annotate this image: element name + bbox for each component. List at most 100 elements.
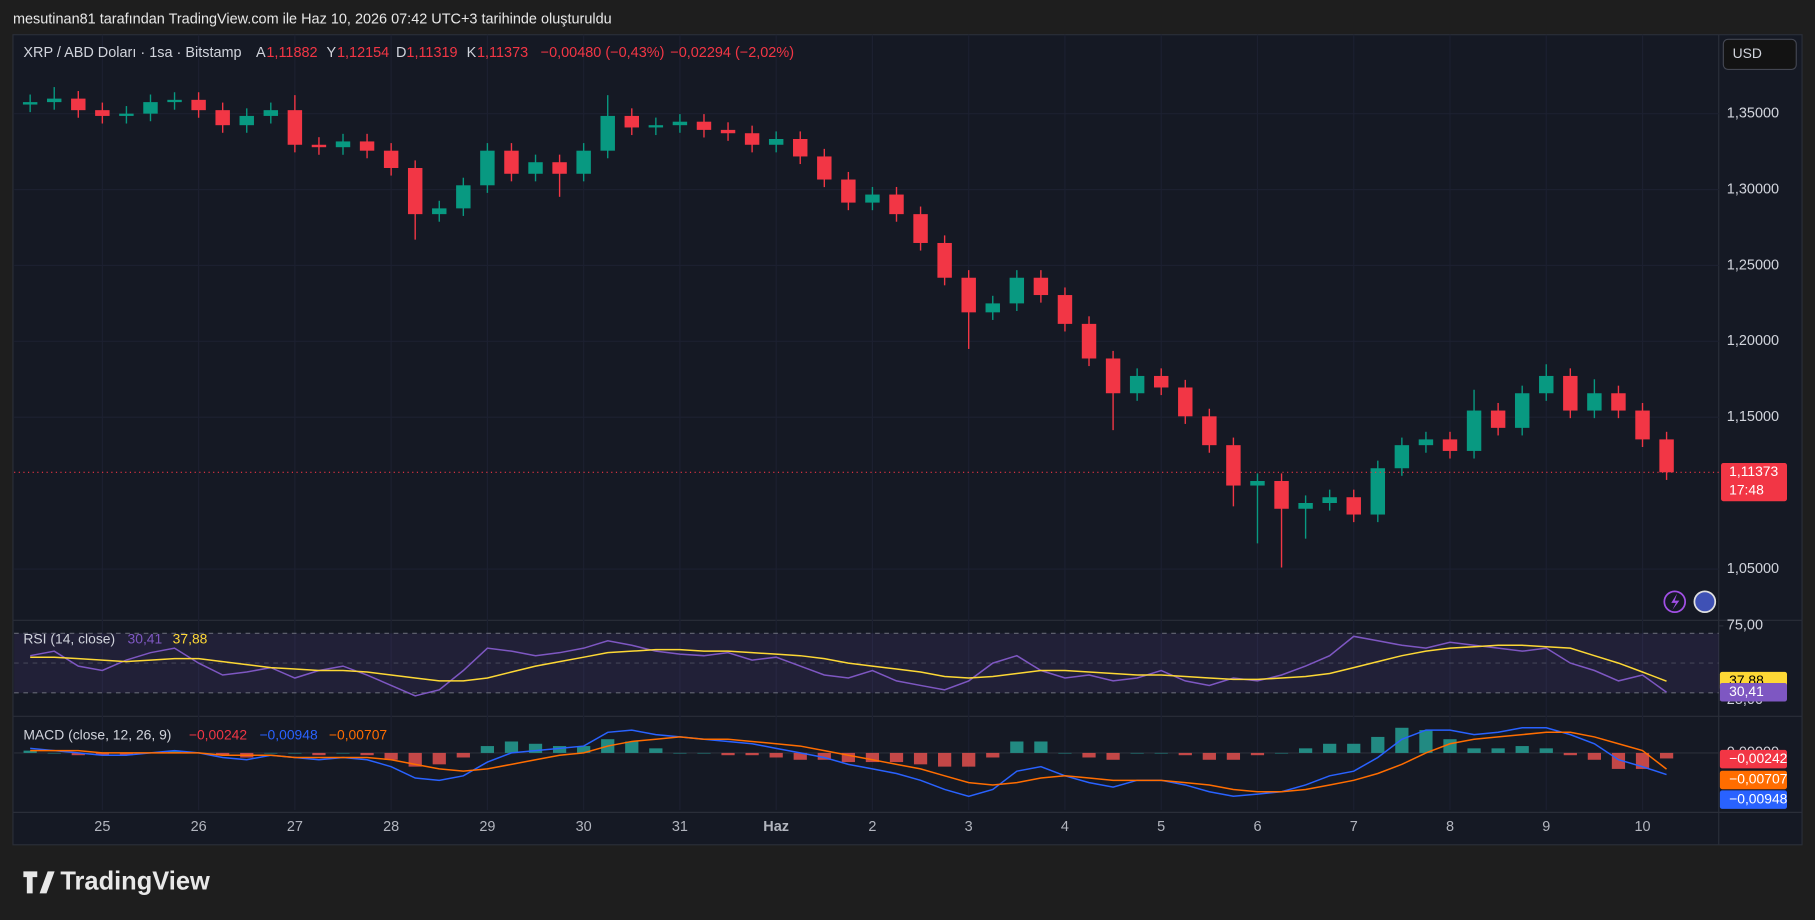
indicator-line xyxy=(30,644,1667,682)
x-tick-label: 8 xyxy=(1446,819,1454,835)
histogram-bar xyxy=(480,746,495,753)
chart-frame xyxy=(12,34,1803,846)
candle-body xyxy=(1514,393,1530,428)
candle-body xyxy=(1346,497,1361,515)
histogram-bar xyxy=(793,752,807,760)
candle-body xyxy=(528,162,543,174)
histogram-bar xyxy=(697,752,711,754)
histogram-bar xyxy=(1587,752,1602,760)
histogram-bar xyxy=(1082,752,1096,758)
price-tag xyxy=(1719,749,1787,769)
candle-body xyxy=(672,121,688,126)
candle-body xyxy=(1635,410,1650,440)
last-price-label: 1,11373 xyxy=(1729,463,1778,479)
x-tick-label: 4 xyxy=(1061,819,1069,835)
candle-body xyxy=(407,167,423,215)
price-tag-label: −0,00707 xyxy=(1729,771,1788,787)
x-tick-label: 27 xyxy=(287,819,303,835)
candle-body xyxy=(504,150,519,174)
histogram-bar xyxy=(119,752,134,756)
candle-body xyxy=(383,150,399,168)
candle-body xyxy=(1081,323,1097,359)
candle-body xyxy=(1009,277,1025,304)
x-tick-label: 6 xyxy=(1253,819,1261,835)
price-tag xyxy=(1719,790,1787,809)
y-tick-label: 1,30000 xyxy=(1727,181,1779,197)
candle-body xyxy=(359,141,375,151)
event-icon[interactable] xyxy=(1663,590,1687,614)
histogram-bar xyxy=(841,752,855,763)
candle-body xyxy=(311,144,327,148)
y-tick-label: 75,00 xyxy=(1727,618,1763,634)
candle-body xyxy=(720,129,736,134)
histogram-bar xyxy=(264,752,278,754)
y-tick-label: 1,25000 xyxy=(1727,257,1779,273)
candle-body xyxy=(480,150,495,186)
candle-body xyxy=(143,102,158,114)
histogram-bar xyxy=(1058,752,1072,754)
candle-body xyxy=(239,115,254,126)
indicator-value: 30,41 xyxy=(128,631,163,647)
histogram-bar xyxy=(1226,752,1241,760)
histogram-bar xyxy=(47,752,61,754)
candle-body xyxy=(1370,468,1386,515)
histogram-bar xyxy=(1467,748,1481,753)
currency-button[interactable] xyxy=(1722,38,1797,71)
candle-body xyxy=(456,185,471,209)
histogram-bar xyxy=(1395,727,1409,753)
x-tick-label: 2 xyxy=(868,819,876,835)
histogram-bar xyxy=(986,752,1000,758)
histogram-bar xyxy=(360,752,374,756)
histogram-bar xyxy=(1106,752,1120,760)
indicator-title: RSI (14, close) xyxy=(23,631,115,647)
histogram-bar xyxy=(456,752,470,758)
histogram-bar xyxy=(769,752,783,758)
y-tick-label: 1,35000 xyxy=(1727,105,1779,121)
candle-body xyxy=(191,99,206,111)
indicator-value: −0,00707 xyxy=(329,727,388,743)
price-tag-label: −0,00948 xyxy=(1729,790,1788,806)
histogram-bar xyxy=(1419,730,1433,753)
x-tick-label: 3 xyxy=(965,819,973,835)
candle-body xyxy=(432,208,447,215)
candle-body xyxy=(1490,410,1506,428)
x-tick-label: 9 xyxy=(1542,819,1550,835)
candle-body xyxy=(1057,295,1073,324)
candle-body xyxy=(768,138,784,145)
ohlc-value: 1,11882 xyxy=(266,45,317,61)
x-tick-label: 29 xyxy=(479,819,495,835)
indicator-line xyxy=(30,635,1667,697)
flag-icon[interactable] xyxy=(1693,590,1717,614)
histogram-bar xyxy=(625,741,639,753)
ohlc-value: 1,11373 xyxy=(477,45,528,61)
candle-body xyxy=(1611,393,1626,411)
histogram-bar xyxy=(167,750,182,753)
candle-body xyxy=(167,99,182,103)
x-tick-label: 25 xyxy=(94,819,110,835)
candle-body xyxy=(263,110,279,116)
countdown-label: 17:48 xyxy=(1729,481,1764,497)
indicator-line xyxy=(30,731,1667,793)
y-tick-label: 1,20000 xyxy=(1727,333,1779,349)
candle-body xyxy=(1563,375,1578,411)
histogram-bar xyxy=(552,746,567,753)
candle-body xyxy=(913,214,928,243)
ohlc-key: K xyxy=(467,45,477,61)
histogram-bar xyxy=(1178,752,1192,756)
change-label: −0,00480 (−0,43%) xyxy=(541,45,665,61)
candle-body xyxy=(961,277,976,313)
candle-body xyxy=(1539,375,1554,394)
histogram-bar xyxy=(504,741,519,753)
candle-body xyxy=(1466,410,1482,451)
y-tick-label: 1,15000 xyxy=(1727,409,1779,425)
indicator-value: 37,88 xyxy=(173,631,208,647)
x-tick-label: 10 xyxy=(1634,819,1650,835)
histogram-bar xyxy=(1034,741,1048,753)
candle-body xyxy=(22,102,38,105)
histogram-bar xyxy=(938,752,952,767)
x-tick-label: 5 xyxy=(1157,819,1165,835)
histogram-bar xyxy=(817,752,831,760)
last-price-tag xyxy=(1721,463,1787,502)
y-tick-label: 1,05000 xyxy=(1727,561,1779,577)
candle-body xyxy=(1298,502,1313,509)
